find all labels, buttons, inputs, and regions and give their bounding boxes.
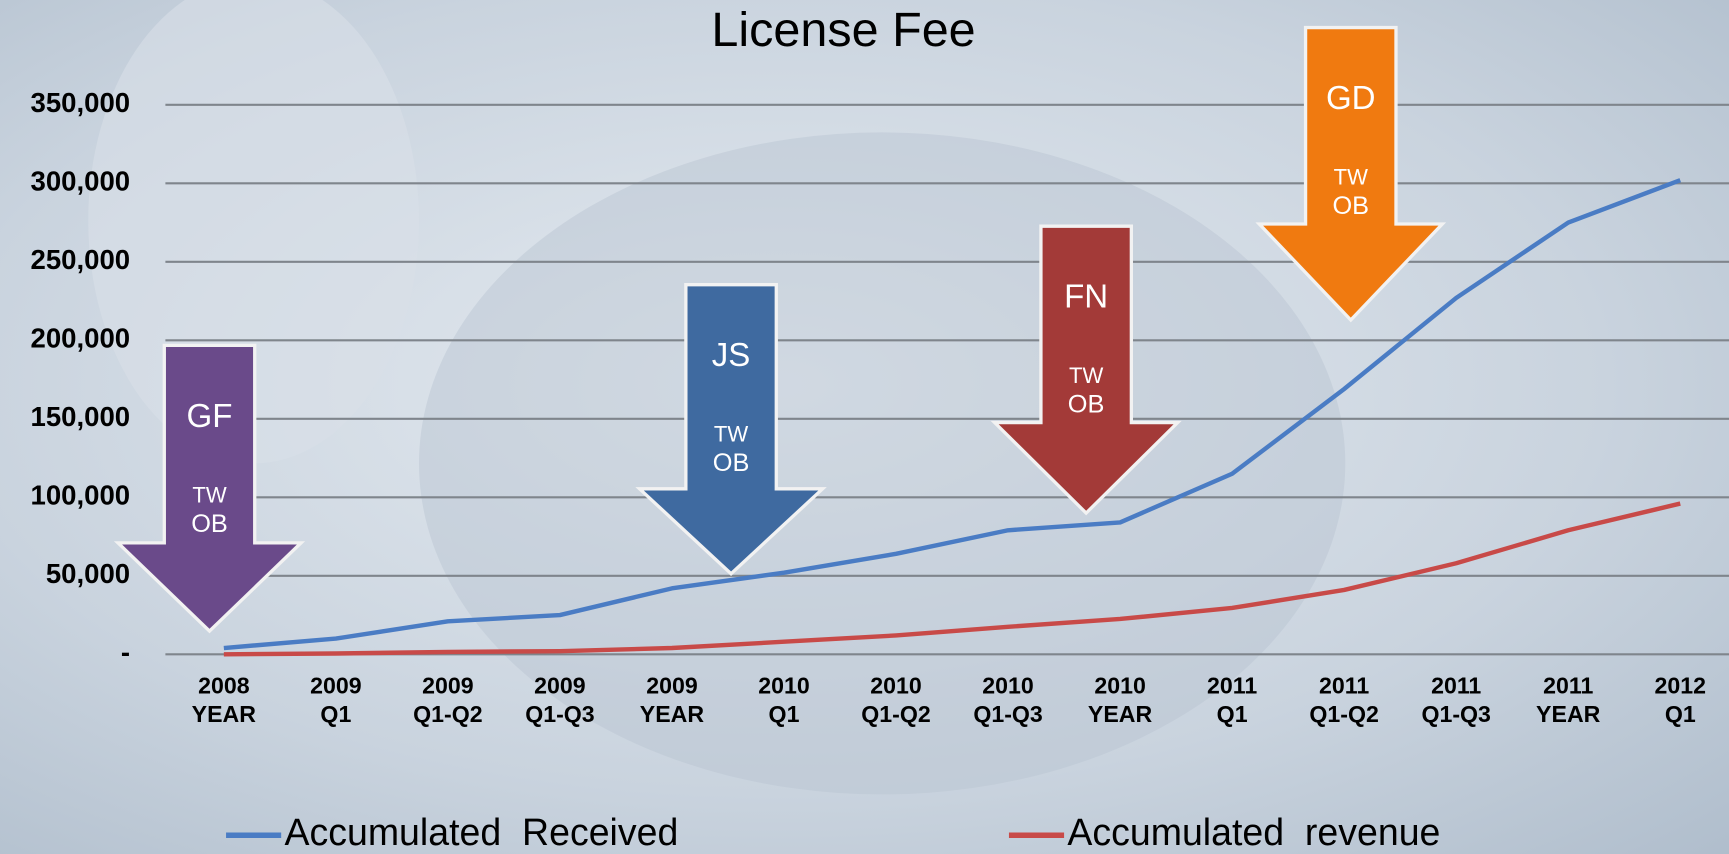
x-tick-label: Q1 bbox=[320, 701, 351, 727]
page: {"chart_data": {"type": "line", "title":… bbox=[0, 0, 1729, 854]
x-tick-label: Q1-Q2 bbox=[861, 701, 930, 727]
x-tick-label: 2011 bbox=[1319, 673, 1369, 699]
x-tick-label: 2010 bbox=[758, 673, 809, 699]
y-tick-label: 50,000 bbox=[46, 558, 130, 589]
annotation-sublabel: TW bbox=[1069, 363, 1103, 388]
y-tick-label: 100,000 bbox=[31, 480, 131, 511]
annotation-label: GF bbox=[187, 398, 233, 435]
y-tick-label: 350,000 bbox=[31, 87, 131, 118]
annotation-sublabel: TW bbox=[1334, 165, 1368, 190]
chart-title: License Fee bbox=[711, 3, 975, 57]
x-tick-label: 2009 bbox=[422, 673, 474, 699]
x-tick-label: YEAR bbox=[192, 701, 257, 727]
annotation-label: GD bbox=[1326, 80, 1376, 117]
x-tick-label: 2008 bbox=[198, 673, 250, 699]
y-tick-label: 200,000 bbox=[31, 323, 131, 354]
x-tick-label: Q1 bbox=[1665, 701, 1696, 727]
x-tick-label: 2011 bbox=[1207, 673, 1257, 699]
x-tick-label: Q1 bbox=[769, 701, 800, 727]
annotation-sublabel: TW bbox=[192, 482, 226, 507]
legend-label: Accumulated Received bbox=[284, 811, 678, 853]
y-tick-label: - bbox=[121, 637, 130, 668]
x-tick-label: 2009 bbox=[534, 673, 586, 699]
x-tick-label: Q1-Q3 bbox=[1421, 701, 1491, 727]
annotation-sublabel: OB bbox=[1068, 391, 1105, 419]
x-tick-label: 2011 bbox=[1543, 673, 1593, 699]
x-tick-label: Q1-Q3 bbox=[525, 701, 595, 727]
x-tick-label: Q1-Q3 bbox=[973, 701, 1043, 727]
x-tick-label: 2010 bbox=[982, 673, 1033, 699]
annotation-sublabel: OB bbox=[191, 510, 228, 538]
y-tick-label: 250,000 bbox=[31, 244, 131, 275]
x-tick-label: 2009 bbox=[310, 673, 362, 699]
x-tick-label: YEAR bbox=[1536, 701, 1601, 727]
annotation-sublabel: OB bbox=[713, 449, 750, 477]
y-tick-label: 150,000 bbox=[31, 401, 131, 432]
x-tick-label: Q1-Q2 bbox=[1309, 701, 1378, 727]
x-tick-label: YEAR bbox=[1088, 701, 1153, 727]
x-tick-label: YEAR bbox=[640, 701, 705, 727]
x-tick-label: 2012 bbox=[1655, 673, 1706, 699]
x-tick-label: 2009 bbox=[646, 673, 698, 699]
annotation-label: JS bbox=[712, 337, 751, 374]
x-tick-label: 2011 bbox=[1431, 673, 1481, 699]
annotation-sublabel: OB bbox=[1332, 192, 1369, 220]
y-tick-label: 300,000 bbox=[31, 166, 131, 197]
x-tick-label: Q1-Q2 bbox=[413, 701, 482, 727]
annotation-label: FN bbox=[1064, 279, 1108, 316]
chart: License Fee - 50,000 100,000 150,000 200,000… bbox=[0, 0, 1729, 854]
x-tick-label: Q1 bbox=[1217, 701, 1248, 727]
legend-label: Accumulated revenue bbox=[1067, 811, 1440, 853]
annotation-sublabel: TW bbox=[714, 422, 748, 447]
x-tick-label: 2010 bbox=[1094, 673, 1145, 699]
x-tick-label: 2010 bbox=[870, 673, 921, 699]
